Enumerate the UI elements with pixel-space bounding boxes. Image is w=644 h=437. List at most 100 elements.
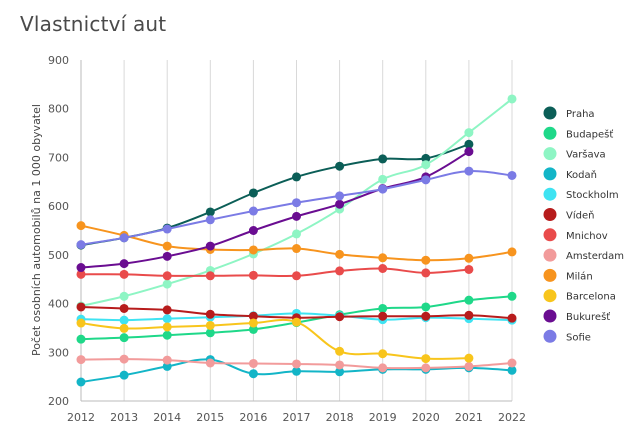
legend-item-sofie[interactable]: Sofie	[543, 329, 591, 344]
data-point-milan[interactable]	[76, 221, 86, 231]
data-point-milan[interactable]	[421, 255, 431, 265]
data-point-sofie[interactable]	[421, 175, 431, 185]
data-point-sofie[interactable]	[76, 240, 86, 250]
data-point-viden[interactable]	[248, 311, 258, 321]
data-point-milan[interactable]	[248, 245, 258, 255]
data-point-varsava[interactable]	[378, 174, 388, 184]
data-point-milan[interactable]	[464, 253, 474, 263]
legend-item-kodan[interactable]: Kodaň	[543, 167, 598, 181]
data-point-mnichov[interactable]	[292, 271, 301, 281]
data-point-amsterdam[interactable]	[119, 354, 129, 364]
data-point-kodan[interactable]	[162, 361, 172, 371]
data-point-bukurest[interactable]	[292, 211, 301, 221]
data-point-milan[interactable]	[335, 249, 345, 259]
legend-item-budapest[interactable]: Budapešť	[543, 126, 614, 141]
data-point-budapest[interactable]	[76, 334, 86, 344]
data-point-bukurest[interactable]	[335, 199, 345, 209]
data-point-viden[interactable]	[119, 303, 129, 313]
data-point-mnichov[interactable]	[335, 266, 345, 276]
data-point-mnichov[interactable]	[162, 271, 172, 281]
data-point-varsava[interactable]	[292, 229, 301, 239]
data-point-kodan[interactable]	[335, 367, 345, 377]
data-point-sofie[interactable]	[119, 233, 129, 243]
data-point-stockholm[interactable]	[162, 314, 172, 324]
legend-item-barcelona[interactable]: Barcelona	[543, 289, 616, 303]
data-point-praha[interactable]	[378, 154, 388, 164]
data-point-mnichov[interactable]	[119, 269, 129, 279]
data-point-amsterdam[interactable]	[292, 359, 301, 369]
legend-item-milan[interactable]: Milán	[543, 268, 593, 283]
data-point-barcelona[interactable]	[335, 346, 345, 356]
data-point-sofie[interactable]	[292, 198, 301, 208]
data-point-barcelona[interactable]	[76, 318, 86, 328]
data-point-barcelona[interactable]	[205, 320, 215, 330]
data-point-sofie[interactable]	[507, 170, 517, 180]
data-point-amsterdam[interactable]	[335, 360, 345, 370]
data-point-barcelona[interactable]	[248, 318, 258, 328]
data-point-amsterdam[interactable]	[464, 361, 474, 371]
data-point-bukurest[interactable]	[119, 259, 129, 269]
legend-item-praha[interactable]: Praha	[543, 106, 595, 121]
data-point-bukurest[interactable]	[162, 251, 172, 261]
data-point-sofie[interactable]	[464, 166, 474, 176]
data-point-varsava[interactable]	[162, 279, 172, 289]
data-point-bukurest[interactable]	[248, 226, 258, 235]
data-point-amsterdam[interactable]	[76, 355, 86, 365]
data-point-varsava[interactable]	[507, 94, 517, 104]
data-point-barcelona[interactable]	[421, 354, 431, 364]
data-point-sofie[interactable]	[162, 224, 172, 234]
data-point-viden[interactable]	[76, 302, 86, 312]
data-point-barcelona[interactable]	[464, 353, 474, 363]
data-point-varsava[interactable]	[421, 160, 431, 170]
data-point-milan[interactable]	[507, 247, 517, 257]
data-point-kodan[interactable]	[292, 366, 301, 376]
data-point-budapest[interactable]	[421, 302, 431, 312]
data-point-bukurest[interactable]	[205, 241, 215, 251]
data-point-viden[interactable]	[205, 309, 215, 319]
data-point-bukurest[interactable]	[464, 147, 474, 157]
data-point-bukurest[interactable]	[76, 263, 86, 273]
data-point-barcelona[interactable]	[119, 323, 129, 333]
data-point-milan[interactable]	[378, 253, 388, 263]
data-point-barcelona[interactable]	[378, 349, 388, 359]
data-point-sofie[interactable]	[248, 206, 258, 216]
data-point-kodan[interactable]	[76, 377, 86, 387]
data-point-mnichov[interactable]	[378, 263, 388, 273]
data-point-viden[interactable]	[335, 312, 345, 322]
data-point-sofie[interactable]	[378, 184, 388, 194]
data-point-budapest[interactable]	[119, 333, 129, 343]
data-point-amsterdam[interactable]	[205, 358, 215, 368]
data-point-mnichov[interactable]	[76, 269, 86, 279]
legend-item-bukurest[interactable]: Bukurešť	[543, 309, 611, 324]
legend-item-stockholm[interactable]: Stockholm	[543, 187, 619, 202]
data-point-praha[interactable]	[205, 207, 215, 217]
data-point-varsava[interactable]	[119, 291, 129, 301]
data-point-varsava[interactable]	[464, 128, 474, 138]
data-point-barcelona[interactable]	[162, 322, 172, 332]
data-point-praha[interactable]	[421, 153, 431, 163]
data-point-praha[interactable]	[464, 139, 474, 149]
data-point-viden[interactable]	[378, 311, 388, 321]
data-point-sofie[interactable]	[205, 215, 215, 225]
data-point-praha[interactable]	[335, 161, 345, 171]
data-point-sofie[interactable]	[335, 191, 345, 201]
data-point-budapest[interactable]	[507, 291, 517, 301]
data-point-mnichov[interactable]	[464, 264, 474, 274]
data-point-budapest[interactable]	[162, 330, 172, 340]
data-point-mnichov[interactable]	[248, 270, 258, 280]
legend-item-amsterdam[interactable]: Amsterdam	[543, 248, 625, 263]
data-point-amsterdam[interactable]	[378, 363, 388, 373]
data-point-amsterdam[interactable]	[421, 363, 431, 373]
data-point-mnichov[interactable]	[205, 271, 215, 281]
data-point-viden[interactable]	[464, 310, 474, 320]
data-point-viden[interactable]	[421, 311, 431, 321]
data-point-milan[interactable]	[162, 241, 172, 251]
data-point-budapest[interactable]	[248, 324, 258, 334]
data-point-kodan[interactable]	[119, 370, 129, 380]
data-point-viden[interactable]	[162, 305, 172, 315]
data-point-barcelona[interactable]	[292, 317, 301, 327]
data-point-viden[interactable]	[507, 313, 517, 323]
legend-item-mnichov[interactable]: Mnichov	[543, 228, 608, 242]
data-point-budapest[interactable]	[464, 295, 474, 305]
data-point-kodan[interactable]	[507, 365, 517, 375]
